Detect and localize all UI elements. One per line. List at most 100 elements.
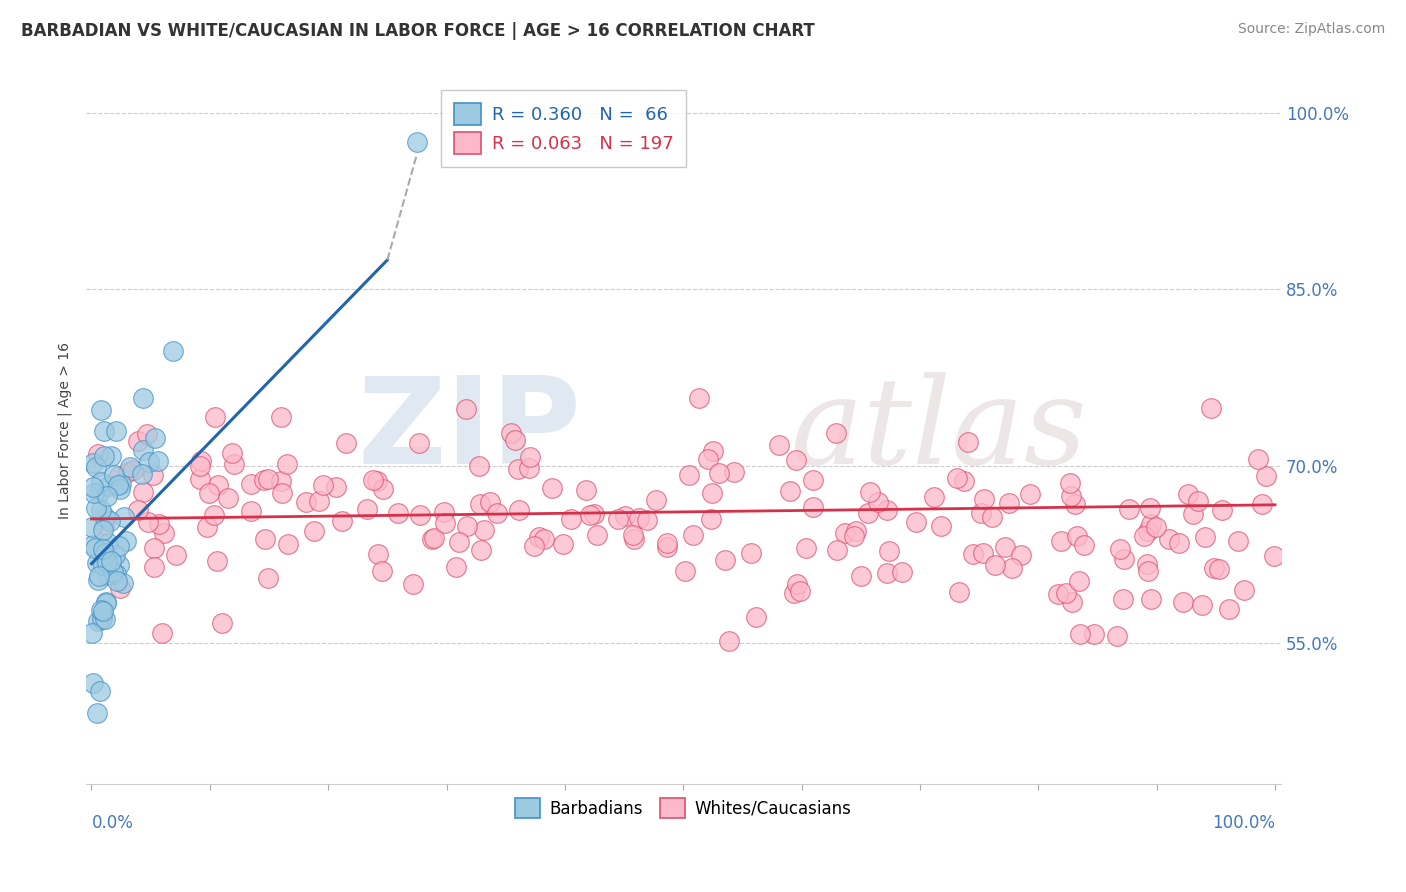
- Point: [1201, 401, 1223, 416]
- Point: [1173, 595, 1195, 609]
- Point: [614, 509, 637, 524]
- Point: [100, 554, 122, 568]
- Text: 100.0%: 100.0%: [1212, 814, 1275, 832]
- Point: [408, 435, 430, 450]
- Point: [486, 506, 509, 520]
- Legend: Barbadians, Whites/Caucasians: Barbadians, Whites/Caucasians: [508, 791, 859, 825]
- Point: [723, 466, 745, 480]
- Point: [891, 565, 914, 579]
- Point: [970, 507, 993, 521]
- Point: [86, 459, 108, 474]
- Point: [91, 542, 114, 557]
- Point: [560, 512, 582, 526]
- Point: [153, 526, 176, 541]
- Point: [108, 469, 131, 483]
- Point: [1140, 516, 1163, 531]
- Point: [1073, 538, 1095, 552]
- Point: [1019, 487, 1042, 501]
- Point: [1063, 497, 1085, 511]
- Point: [148, 516, 170, 531]
- Point: [117, 465, 139, 479]
- Point: [302, 524, 325, 539]
- Point: [90, 603, 112, 617]
- Point: [82, 480, 104, 494]
- Point: [468, 497, 491, 511]
- Point: [1083, 627, 1105, 641]
- Point: [433, 516, 456, 530]
- Point: [115, 533, 138, 548]
- Point: [107, 539, 129, 553]
- Point: [946, 471, 969, 485]
- Point: [529, 530, 551, 544]
- Point: [107, 478, 129, 492]
- Point: [198, 486, 221, 500]
- Point: [1211, 503, 1233, 517]
- Point: [105, 574, 128, 588]
- Point: [361, 473, 384, 487]
- Point: [87, 614, 110, 628]
- Point: [517, 460, 540, 475]
- Point: [402, 576, 425, 591]
- Point: [150, 625, 173, 640]
- Point: [523, 539, 546, 553]
- Point: [104, 424, 127, 438]
- Point: [87, 485, 110, 500]
- Point: [508, 502, 530, 516]
- Point: [1049, 534, 1071, 549]
- Point: [553, 536, 575, 550]
- Text: Source: ZipAtlas.com: Source: ZipAtlas.com: [1237, 22, 1385, 37]
- Point: [456, 518, 478, 533]
- Point: [91, 604, 114, 618]
- Point: [879, 543, 901, 558]
- Point: [82, 676, 104, 690]
- Point: [188, 472, 211, 486]
- Point: [221, 446, 243, 460]
- Point: [905, 515, 928, 529]
- Point: [834, 526, 856, 541]
- Point: [505, 433, 527, 447]
- Point: [794, 541, 817, 555]
- Point: [253, 473, 276, 487]
- Point: [98, 514, 121, 528]
- Point: [277, 537, 299, 551]
- Point: [697, 452, 720, 467]
- Point: [270, 475, 292, 489]
- Point: [420, 533, 443, 547]
- Point: [94, 613, 117, 627]
- Point: [142, 559, 165, 574]
- Point: [1066, 529, 1088, 543]
- Point: [89, 568, 111, 582]
- Point: [90, 475, 112, 490]
- Point: [80, 520, 103, 534]
- Point: [929, 519, 952, 533]
- Point: [138, 455, 160, 469]
- Text: atlas: atlas: [790, 372, 1088, 490]
- Point: [122, 463, 145, 477]
- Point: [142, 541, 165, 555]
- Point: [423, 532, 446, 546]
- Point: [146, 453, 169, 467]
- Point: [858, 485, 880, 500]
- Point: [89, 683, 111, 698]
- Point: [120, 460, 142, 475]
- Point: [96, 568, 118, 582]
- Point: [96, 489, 118, 503]
- Point: [993, 541, 1015, 555]
- Point: [973, 492, 995, 507]
- Text: BARBADIAN VS WHITE/CAUCASIAN IN LABOR FORCE | AGE > 16 CORRELATION CHART: BARBADIAN VS WHITE/CAUCASIAN IN LABOR FO…: [21, 22, 815, 40]
- Point: [768, 438, 790, 452]
- Point: [707, 467, 730, 481]
- Point: [1250, 497, 1272, 511]
- Point: [142, 467, 165, 482]
- Point: [295, 495, 318, 509]
- Point: [93, 425, 115, 439]
- Point: [93, 449, 115, 463]
- Point: [239, 477, 262, 491]
- Point: [447, 534, 470, 549]
- Point: [371, 482, 394, 496]
- Point: [1144, 520, 1167, 534]
- Point: [96, 555, 118, 569]
- Point: [217, 491, 239, 505]
- Point: [1069, 574, 1091, 588]
- Point: [91, 558, 114, 573]
